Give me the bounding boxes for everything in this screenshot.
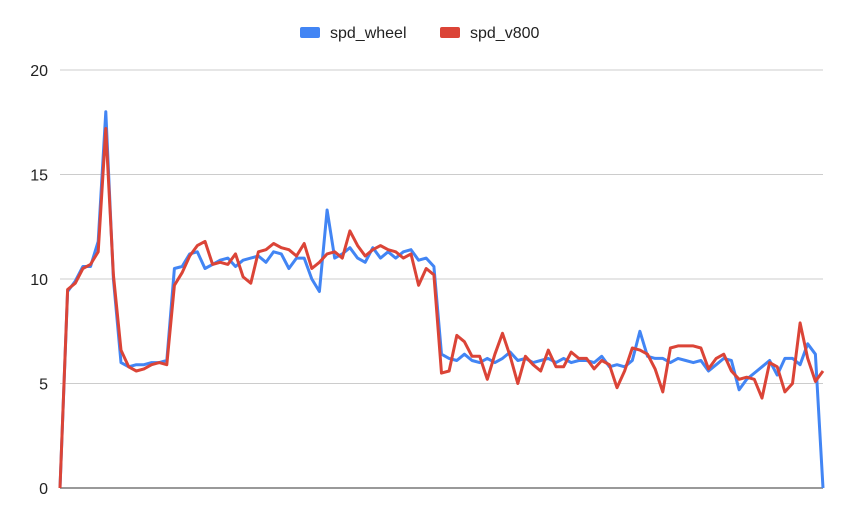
legend-swatch-spd_v800 bbox=[440, 27, 460, 38]
series-line-spd_v800 bbox=[58, 127, 825, 489]
y-tick-label: 15 bbox=[30, 168, 48, 185]
legend: spd_wheel spd_v800 bbox=[300, 25, 539, 42]
y-tick-label: 20 bbox=[30, 63, 48, 80]
y-tick-label: 10 bbox=[30, 272, 48, 289]
legend-swatch-spd_wheel bbox=[300, 27, 320, 38]
y-tick-label: 0 bbox=[39, 481, 48, 498]
y-axis-tick-labels: 0 5 10 15 20 bbox=[30, 63, 48, 498]
series-lines bbox=[58, 110, 825, 489]
legend-label-spd_wheel: spd_wheel bbox=[330, 25, 407, 42]
legend-label-spd_v800: spd_v800 bbox=[470, 25, 539, 42]
y-tick-label: 5 bbox=[39, 377, 48, 394]
gridlines bbox=[60, 69, 823, 489]
